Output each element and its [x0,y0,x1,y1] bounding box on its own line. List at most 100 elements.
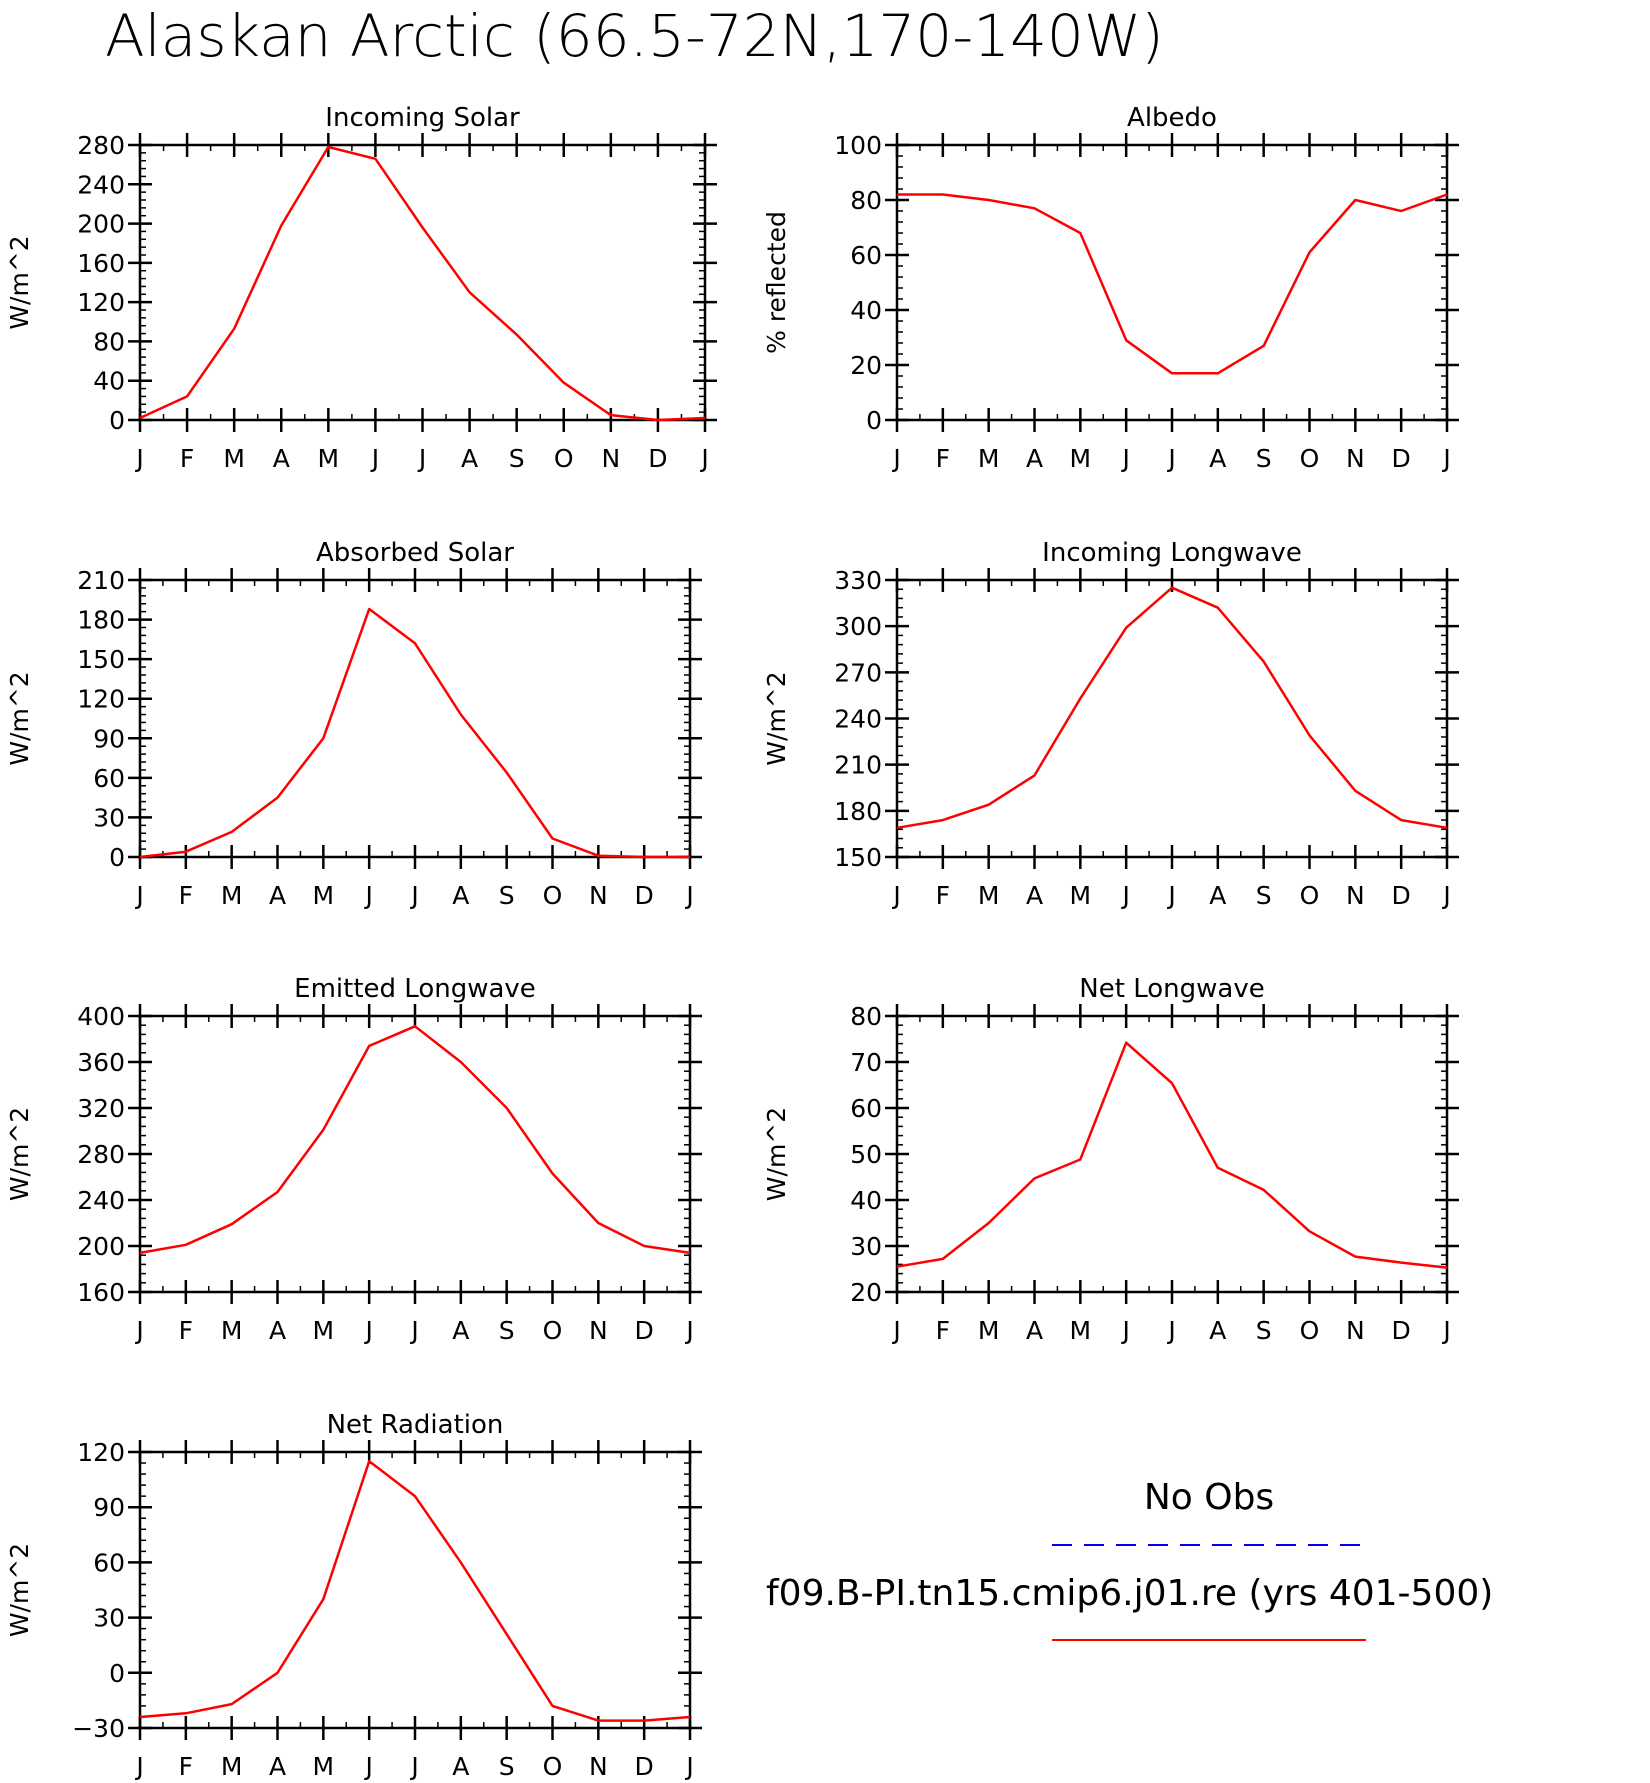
x-tick-label: O [543,1752,563,1781]
x-tick-label: J [891,444,900,473]
x-tick-label: J [409,1316,418,1345]
x-tick-label: M [313,1752,335,1781]
x-tick-label: J [134,1752,143,1781]
x-tick-label: D [1392,881,1411,910]
x-tick-label: N [1346,1316,1365,1345]
x-tick-label: J [1441,1316,1450,1345]
x-tick-label: S [509,444,525,473]
x-tick-label: M [221,1752,243,1781]
x-tick-label: N [589,1316,608,1345]
x-tick-label: O [554,444,574,473]
x-tick-label: M [1070,444,1092,473]
panel-absorbed-solar: J F M A M J J A S O N D J0306090120150180210Absorbed… [5,538,702,910]
x-tick-label: J [417,444,426,473]
y-tick-label: 160 [77,249,125,278]
y-tick-label: 0 [109,406,125,435]
x-tick-label: J [134,881,143,910]
y-tick-label: 40 [850,1186,882,1215]
x-tick-label: J [1441,444,1450,473]
y-axis-label: W/m^2 [5,1543,34,1637]
y-tick-label: 180 [77,606,125,635]
plot-frame [895,578,1449,859]
x-tick-label: S [1256,881,1272,910]
series-line [139,607,690,859]
x-tick-label: J [363,1316,372,1345]
y-tick-label: 90 [93,724,125,753]
panel-title: Absorbed Solar [316,538,514,568]
x-tick-label: M [1070,881,1092,910]
x-tick-label: O [543,1316,563,1345]
y-tick-label: 60 [93,764,125,793]
legend-model-label: f09.B-PI.tn15.cmip6.j01.re (yrs 401-500) [766,1573,1493,1614]
y-tick-label: 80 [850,186,882,215]
y-tick-label: 50 [850,1140,882,1169]
x-tick-label: D [635,881,654,910]
y-tick-label: 20 [850,1278,882,1307]
x-tick-label: S [499,1752,515,1781]
y-tick-label: 360 [77,1048,125,1077]
y-tick-label: 240 [77,1186,125,1215]
x-tick-label: M [978,1316,1000,1345]
x-tick-label: M [221,1316,243,1345]
panel-title: Albedo [1127,103,1217,133]
y-tick-label: 120 [77,1438,125,1467]
x-tick-label: S [1256,444,1272,473]
y-tick-label: 60 [850,1094,882,1123]
series-line [896,586,1448,830]
y-tick-label: 210 [834,751,882,780]
y-tick-label: 0 [109,1659,125,1688]
x-tick-label: J [1166,1316,1175,1345]
y-tick-label: 200 [77,1232,125,1261]
x-tick-label: O [543,881,563,910]
y-tick-label: 100 [834,131,882,160]
panel-title: Net Radiation [327,1410,504,1440]
y-tick-label: 0 [866,406,882,435]
x-tick-label: M [221,881,243,910]
x-tick-label: J [891,1316,900,1345]
x-tick-label: N [1346,881,1365,910]
legend-obs-label: No Obs [1144,1477,1274,1518]
x-tick-label: F [179,1752,193,1781]
y-tick-label: 70 [850,1048,882,1077]
x-tick-label: J [363,1752,372,1781]
series-line [139,1025,691,1255]
y-tick-label: 40 [93,367,125,396]
x-tick-label: A [269,881,286,910]
x-tick-label: A [269,1316,286,1345]
x-tick-label: D [635,1752,654,1781]
x-tick-label: J [363,881,372,910]
x-tick-label: J [1120,444,1129,473]
y-tick-label: 240 [834,705,882,734]
plot-frame [895,1014,1449,1294]
x-tick-label: A [273,444,290,473]
panel-title: Net Longwave [1079,974,1264,1004]
panel-title: Incoming Longwave [1042,538,1302,568]
y-tick-label: 80 [93,327,125,356]
x-tick-label: A [1209,881,1226,910]
x-tick-label: J [1120,881,1129,910]
y-axis-label: W/m^2 [762,671,791,765]
x-tick-label: O [1300,1316,1320,1345]
y-tick-label: 320 [77,1094,125,1123]
x-tick-label: A [269,1752,286,1781]
x-tick-label: O [1300,881,1320,910]
x-tick-label: F [936,881,950,910]
x-tick-label: F [179,881,193,910]
panel-emitted-longwave: J F M A M J J A S O N D J160200240280320360400Emitte… [5,974,702,1345]
y-tick-label: 330 [834,566,882,595]
x-tick-label: A [461,444,478,473]
x-tick-label: J [134,444,143,473]
x-tick-label: J [1166,881,1175,910]
x-tick-label: D [648,444,667,473]
series-line [139,145,706,422]
series-line [139,1459,691,1722]
x-tick-label: F [936,444,950,473]
y-axis-label: W/m^2 [5,235,34,329]
x-tick-label: A [1026,1316,1043,1345]
panel-title: Incoming Solar [325,103,520,133]
plot-frame [138,1014,692,1294]
x-tick-label: J [684,1752,693,1781]
x-tick-label: J [684,1316,693,1345]
